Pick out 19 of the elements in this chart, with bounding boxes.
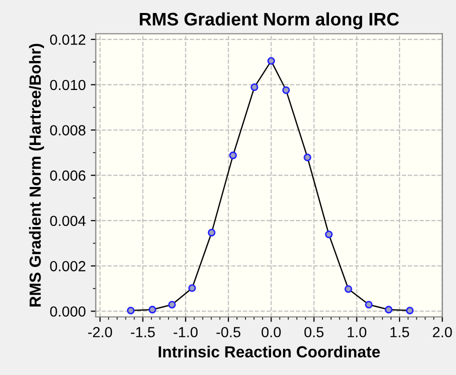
y-tick-label: 0.002 bbox=[50, 261, 86, 272]
chart-title: RMS Gradient Norm along IRC bbox=[140, 12, 399, 30]
x-tick-label: -1.5 bbox=[130, 327, 155, 338]
y-tick-label: 0.010 bbox=[50, 80, 86, 90]
x-tick-label: 1.0 bbox=[348, 326, 366, 338]
y-tick-label: 0.004 bbox=[50, 216, 86, 226]
x-tick-label: -2.0 bbox=[88, 326, 112, 338]
y-tick-label: 0.000 bbox=[50, 306, 86, 317]
x-tick-label: -1.0 bbox=[174, 326, 198, 338]
y-tick-label: 0.012 bbox=[50, 34, 86, 45]
x-tick-label: 2.0 bbox=[432, 326, 452, 338]
x-tick-label: -0.5 bbox=[216, 326, 240, 338]
y-tick-label: 0.008 bbox=[50, 125, 86, 136]
y-tick-label: 0.006 bbox=[50, 170, 86, 181]
x-tick-label: 0.5 bbox=[304, 326, 324, 338]
x-tick-label: 0.0 bbox=[262, 326, 281, 338]
x-tick-label: 1.5 bbox=[390, 327, 410, 338]
x-axis-title: Intrinsic Reaction Coordinate bbox=[158, 346, 380, 358]
y-axis-title: RMS Gradient Norm (Hartree/Bohr) bbox=[29, 44, 44, 306]
